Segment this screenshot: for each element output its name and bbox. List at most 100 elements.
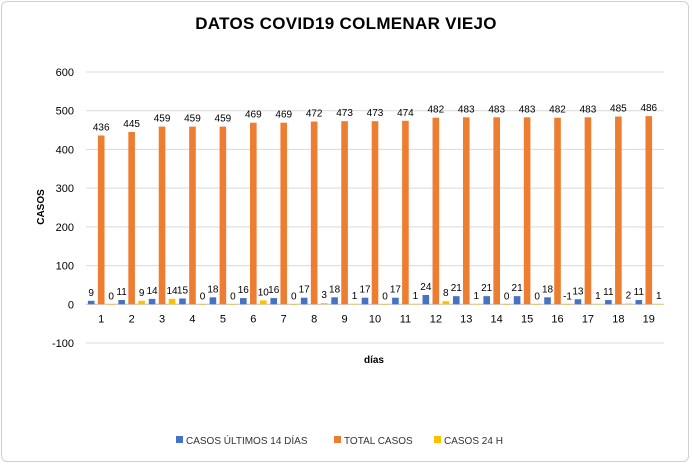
- bar: [118, 300, 125, 305]
- bar: [138, 300, 145, 305]
- bar: [483, 296, 490, 305]
- bar: [128, 132, 135, 305]
- bar: [280, 122, 288, 305]
- y-axis-ticks: 600 500 400 300 200 100 0 -100: [52, 67, 74, 350]
- bar: [564, 304, 571, 305]
- data-label: 469: [275, 110, 292, 121]
- bar: [107, 304, 115, 305]
- bar: [290, 304, 298, 305]
- data-label: 1: [413, 291, 419, 302]
- bar: [645, 116, 653, 305]
- x-tick-label: 7: [281, 313, 287, 325]
- data-label: 474: [397, 108, 414, 119]
- data-label: 11: [603, 287, 614, 298]
- x-tick-label: 14: [491, 313, 503, 325]
- data-label: 0: [291, 291, 297, 302]
- data-label: 485: [610, 104, 627, 115]
- bar: [229, 304, 237, 305]
- legend-swatch: [434, 436, 441, 443]
- bar: [422, 294, 430, 305]
- x-tick-label: 17: [582, 313, 594, 325]
- bar: [209, 297, 217, 305]
- bar: [402, 120, 409, 305]
- data-label: 8: [443, 288, 449, 299]
- bar: [189, 126, 196, 305]
- x-tick-label: 3: [159, 313, 165, 325]
- x-tick-label: 19: [643, 313, 655, 325]
- data-label: 21: [451, 283, 463, 294]
- data-label: 0: [108, 291, 114, 302]
- data-label: 472: [306, 109, 323, 120]
- bars: [87, 116, 663, 305]
- bar: [452, 296, 460, 305]
- x-tick-label: 11: [400, 313, 411, 325]
- data-label: 15: [177, 285, 189, 296]
- bar: [544, 297, 551, 305]
- data-label: 18: [329, 284, 341, 295]
- y-tick-label: 200: [56, 222, 74, 234]
- bar: [523, 117, 531, 305]
- data-label: 21: [481, 283, 493, 294]
- y-tick-label: 300: [56, 183, 74, 195]
- bar: [361, 297, 369, 305]
- x-tick-label: 15: [521, 313, 533, 325]
- bar: [392, 297, 399, 305]
- bar: [270, 298, 278, 305]
- x-tick-label: 12: [430, 313, 442, 325]
- data-label: 14: [146, 286, 158, 297]
- x-axis-title: días: [364, 355, 384, 366]
- bar: [605, 300, 612, 305]
- data-label: 9: [88, 288, 94, 299]
- bar: [371, 121, 379, 305]
- bar: [381, 304, 389, 305]
- data-label: 13: [572, 286, 584, 297]
- y-tick-label: 500: [56, 106, 74, 118]
- bar: [493, 117, 500, 305]
- data-label: 473: [336, 108, 353, 119]
- bar: [158, 126, 166, 305]
- y-tick-label: -100: [52, 338, 74, 350]
- bar: [87, 300, 95, 305]
- bar: [179, 298, 186, 305]
- bar: [219, 126, 227, 305]
- bar: [625, 303, 632, 305]
- data-label: -1: [563, 291, 572, 302]
- data-label: 483: [458, 104, 475, 115]
- data-label: 21: [512, 283, 524, 294]
- data-label: 24: [420, 282, 432, 293]
- data-label: 459: [154, 114, 171, 125]
- bar: [442, 301, 450, 305]
- y-tick-label: 600: [56, 67, 74, 79]
- bar: [472, 303, 480, 305]
- bar: [148, 298, 156, 305]
- data-label: 469: [245, 110, 262, 121]
- data-label: 1: [595, 291, 601, 302]
- data-label: 14: [166, 286, 178, 297]
- bar: [168, 298, 176, 305]
- x-tick-label: 13: [460, 313, 472, 325]
- x-tick-label: 5: [220, 313, 226, 325]
- bar: [533, 304, 541, 305]
- data-label: 483: [580, 104, 597, 115]
- bar: [351, 303, 358, 305]
- legend-swatch: [176, 436, 183, 443]
- data-label: 17: [359, 285, 371, 296]
- bar: [260, 300, 267, 305]
- data-label: 11: [116, 287, 127, 298]
- bar: [655, 303, 663, 305]
- data-label: 482: [549, 105, 566, 116]
- bar: [584, 117, 592, 305]
- data-label: 0: [534, 291, 540, 302]
- data-label: 445: [123, 119, 140, 130]
- bar: [97, 135, 105, 305]
- data-label: 459: [215, 114, 232, 125]
- bar: [199, 304, 206, 305]
- bar: [615, 116, 622, 305]
- data-label: 1: [352, 291, 358, 302]
- bar: [240, 298, 247, 305]
- y-tick-label: 400: [56, 144, 74, 156]
- bar: [635, 300, 643, 305]
- chart-title: DATOS COVID19 COLMENAR VIEJO: [195, 14, 497, 33]
- bar: [574, 299, 582, 305]
